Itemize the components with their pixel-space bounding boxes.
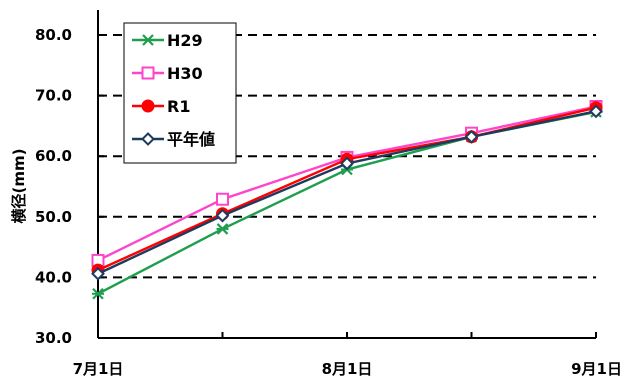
legend-item: H30 xyxy=(132,64,203,83)
legend-label: R1 xyxy=(167,97,190,116)
data-point xyxy=(92,287,104,300)
data-point xyxy=(589,104,603,119)
data-point xyxy=(91,266,105,281)
diamond-marker xyxy=(464,129,479,144)
square-marker xyxy=(141,66,155,80)
series-4 xyxy=(91,104,603,281)
x-tick-label: 7月1日 xyxy=(73,360,124,378)
legend-items: H29 H30 R1 平年値 xyxy=(132,31,215,149)
y-tick-label: 80.0 xyxy=(35,26,72,44)
y-tick-label: 30.0 xyxy=(35,329,72,347)
y-tick-label: 60.0 xyxy=(35,147,72,165)
y-tick-label: 70.0 xyxy=(35,87,72,105)
x-tick-label: 9月1日 xyxy=(571,360,622,378)
y-ticks: 30.0 40.0 50.0 60.0 70.0 80.0 xyxy=(35,26,104,347)
data-point xyxy=(215,208,230,223)
square-marker xyxy=(216,192,229,206)
x-ticks: 7月1日 8月1日 9月1日 xyxy=(73,332,622,378)
y-tick-label: 50.0 xyxy=(35,208,72,226)
x-tick-label: 8月1日 xyxy=(322,360,373,378)
series xyxy=(91,100,603,300)
diamond-marker xyxy=(340,156,354,171)
legend: H29 H30 R1 平年値 xyxy=(123,22,237,164)
legend-item: 平年値 xyxy=(132,130,215,149)
legend-label: H30 xyxy=(167,64,203,83)
legend-label: H29 xyxy=(167,31,203,50)
circle-marker xyxy=(141,99,155,113)
y-tick-label: 40.0 xyxy=(35,268,72,286)
data-point xyxy=(464,129,479,144)
diamond-marker xyxy=(589,104,603,119)
legend-item: H29 xyxy=(132,31,203,50)
diamond-marker xyxy=(141,132,155,146)
data-point xyxy=(216,223,229,235)
diamond-marker xyxy=(215,208,230,223)
data-point xyxy=(340,156,354,171)
legend-item: R1 xyxy=(132,97,190,116)
y-axis-title: 横径(mm) xyxy=(10,149,28,224)
diamond-marker xyxy=(91,266,105,281)
data-point xyxy=(216,192,229,206)
legend-label: 平年値 xyxy=(167,130,215,149)
